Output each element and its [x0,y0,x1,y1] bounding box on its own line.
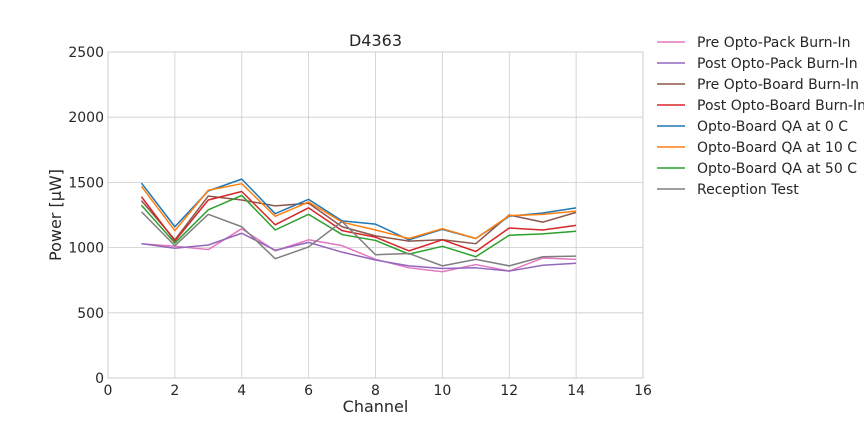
legend-label: Pre Opto-Board Burn-In [697,77,859,93]
y-axis-title: Power [µW] [46,169,65,261]
legend-label: Opto-Board QA at 10 C [697,140,857,156]
y-tick-label: 500 [77,306,104,322]
legend-label: Post Opto-Board Burn-In [697,98,864,114]
legend-label: Reception Test [697,182,799,198]
y-tick-label: 2500 [68,45,104,61]
x-tick-label: 6 [304,383,313,399]
y-tick-label: 1500 [68,175,104,191]
y-tick-label: 1000 [68,241,104,257]
series-line [140,211,577,267]
legend-label: Post Opto-Pack Burn-In [697,56,858,72]
x-tick-label: 0 [104,383,113,399]
x-tick-label: 2 [170,383,179,399]
legend: Pre Opto-Pack Burn-In Post Opto-Pack Burn… [657,35,864,198]
x-tick-label: 16 [634,383,652,399]
series-line [140,190,577,253]
legend-label: Pre Opto-Pack Burn-In [697,35,851,51]
chart-title: D4363 [349,31,402,50]
y-tick-label: 0 [95,371,104,387]
y-axis-ticks: 0 500 1000 1500 2000 2500 [68,45,104,387]
plot-frame [107,51,644,379]
legend-label: Opto-Board QA at 50 C [697,161,857,177]
x-tick-label: 10 [433,383,451,399]
legend-label: Opto-Board QA at 0 C [697,119,848,135]
x-tick-label: 12 [500,383,518,399]
series-line [141,232,577,272]
series-lines [140,178,577,273]
x-tick-label: 4 [237,383,246,399]
x-tick-label: 8 [371,383,380,399]
y-tick-label: 2000 [68,110,104,126]
series-line [140,182,577,240]
x-axis-title: Channel [343,397,409,416]
x-axis-ticks: 0 2 4 6 8 10 12 14 16 [104,383,652,399]
x-tick-label: 14 [567,383,585,399]
